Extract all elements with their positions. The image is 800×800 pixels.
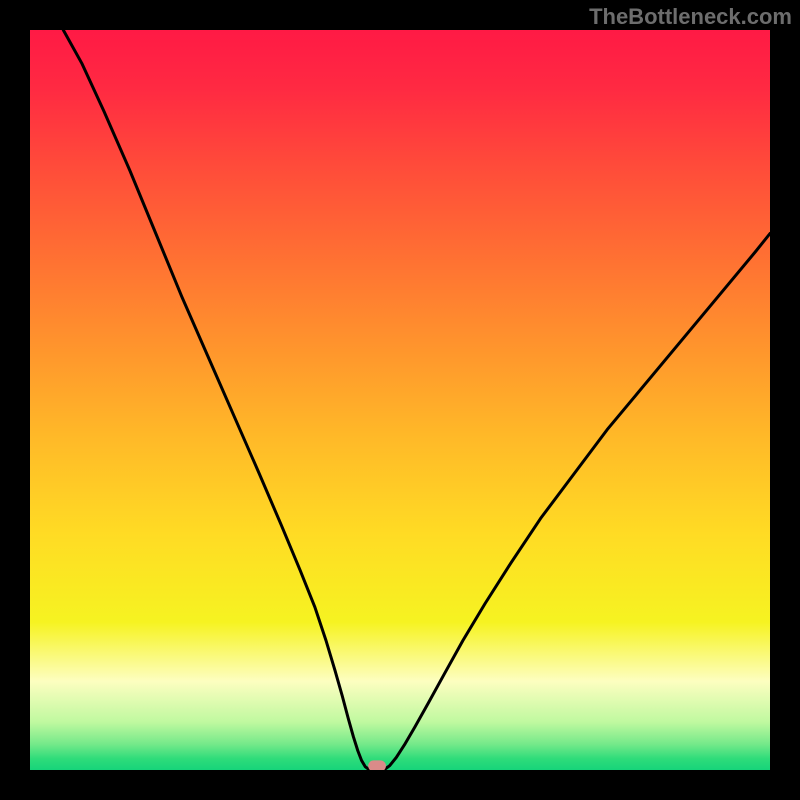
minimum-marker	[368, 760, 386, 771]
plot-background-gradient	[30, 30, 770, 770]
watermark-text: TheBottleneck.com	[589, 4, 792, 30]
bottleneck-curve-plot	[0, 0, 800, 800]
chart-container: TheBottleneck.com	[0, 0, 800, 800]
